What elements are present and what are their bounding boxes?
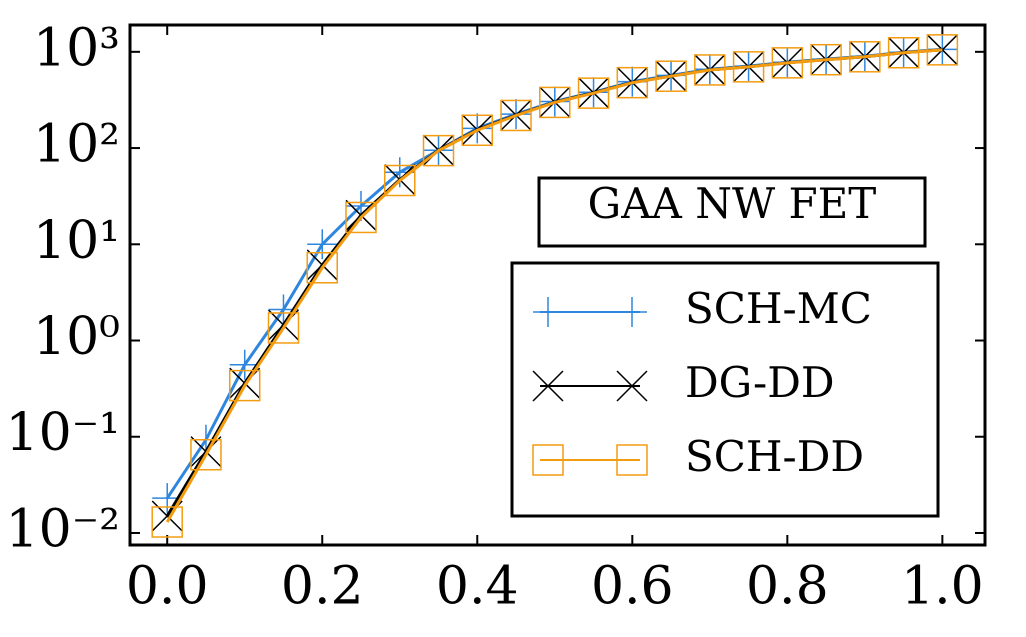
marker — [345, 201, 377, 234]
y-tick-label: 10⁻² — [6, 499, 120, 559]
legend-label: SCH-MC — [685, 284, 872, 333]
marker — [533, 297, 563, 327]
annotation-box — [537, 176, 927, 248]
marker — [345, 199, 377, 231]
marker — [616, 66, 649, 99]
legend-box — [510, 261, 940, 518]
legend-label: SCH-DD — [685, 432, 864, 481]
marker — [384, 164, 416, 197]
y-tick-label: 10² — [33, 115, 120, 175]
marker — [532, 444, 564, 476]
x-tick-label: 0.0 — [126, 557, 209, 617]
x-tick-label: 0.8 — [746, 557, 829, 617]
marker — [617, 297, 647, 327]
marker — [732, 51, 765, 83]
x-tick-label: 0.6 — [591, 557, 674, 617]
y-tick-label: 10¹ — [33, 211, 120, 271]
marker — [532, 370, 564, 402]
marker — [190, 436, 222, 468]
marker — [461, 114, 494, 147]
marker — [500, 99, 532, 132]
marker — [151, 506, 183, 538]
x-tick-label: 0.2 — [281, 557, 364, 617]
marker — [229, 349, 260, 380]
plot-frame — [128, 23, 987, 547]
y-tick-label: 10⁰ — [33, 307, 120, 367]
marker — [539, 86, 571, 119]
marker — [694, 54, 726, 86]
marker — [306, 252, 338, 284]
marker — [926, 34, 959, 66]
marker — [616, 444, 648, 476]
marker — [228, 369, 261, 402]
marker — [422, 134, 455, 167]
legend-label: DG-DD — [685, 358, 835, 407]
marker — [307, 229, 338, 260]
marker — [577, 77, 610, 109]
marker — [810, 43, 842, 76]
y-tick-label: 10⁻¹ — [6, 403, 120, 463]
marker — [616, 370, 648, 402]
x-tick-label: 1.0 — [901, 557, 984, 617]
marker — [926, 34, 958, 66]
annotation: GAA NW FET — [588, 179, 877, 228]
y-tick-label: 10³ — [33, 18, 120, 78]
marker — [655, 60, 687, 92]
x-tick-label: 0.4 — [436, 557, 519, 617]
marker — [771, 47, 804, 79]
marker — [849, 41, 881, 73]
marker — [267, 312, 300, 344]
marker — [887, 37, 920, 69]
marker — [190, 439, 222, 471]
series-line — [165, 48, 943, 523]
